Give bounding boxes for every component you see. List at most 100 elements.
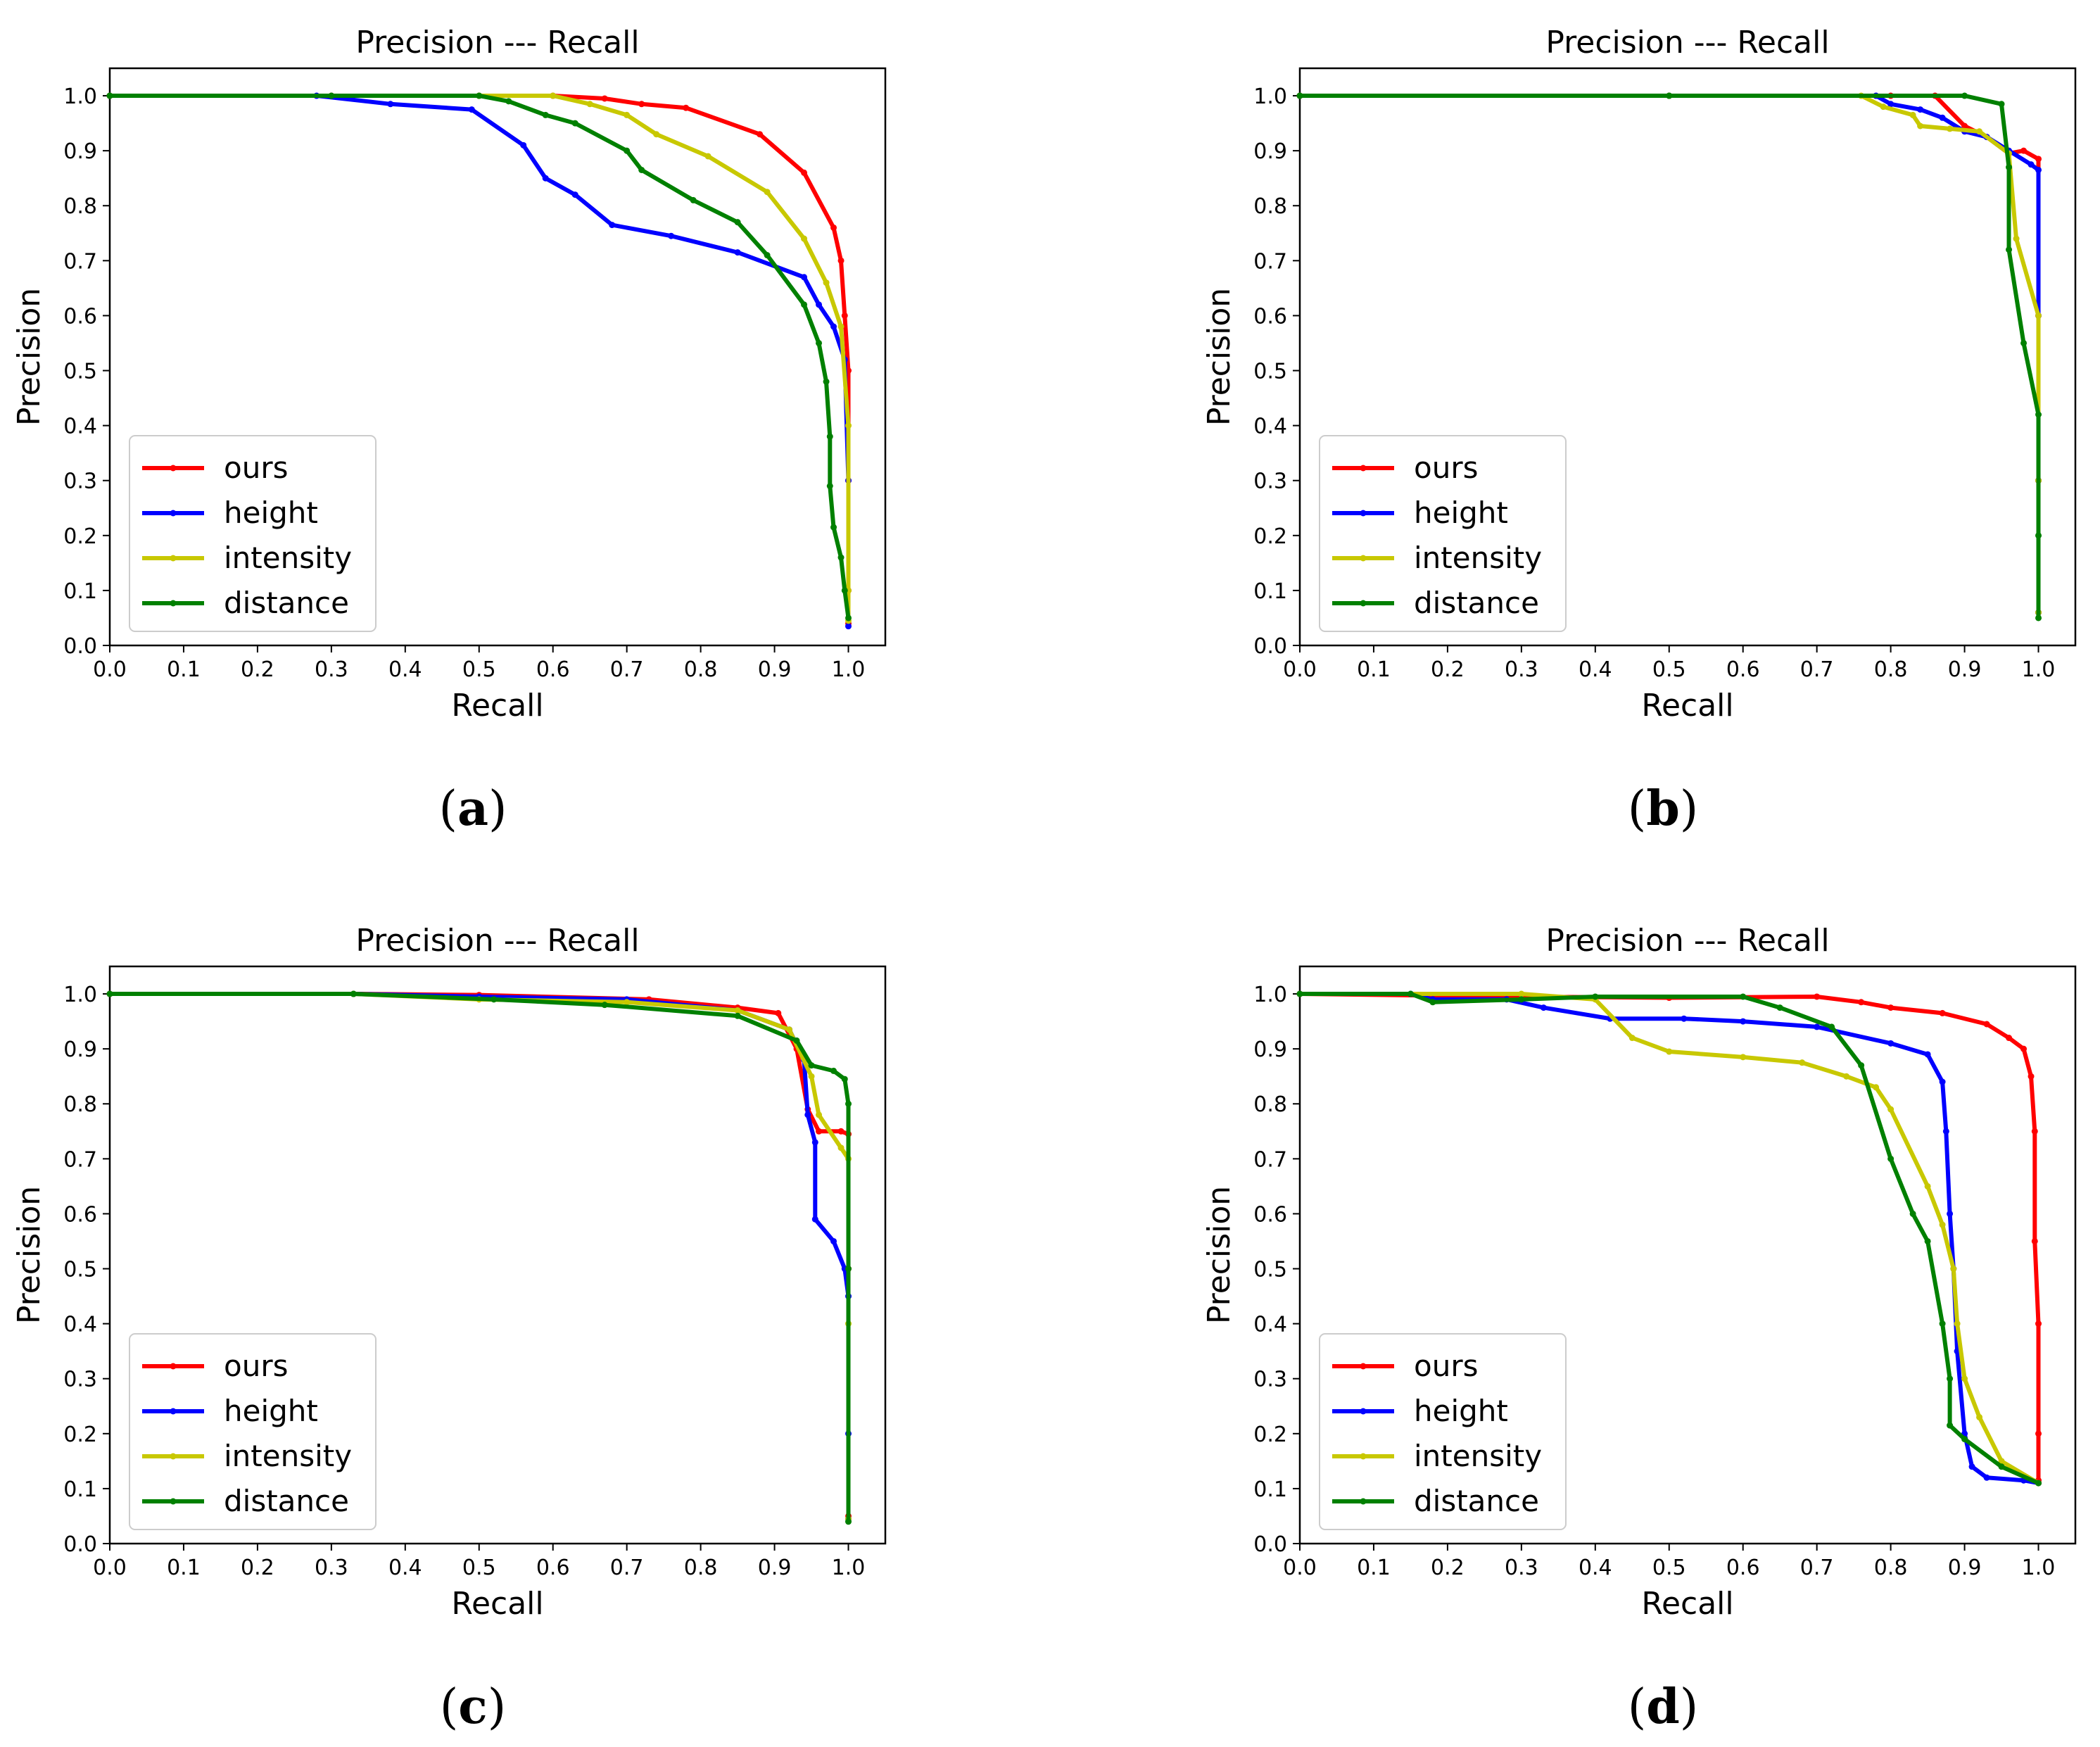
data-point xyxy=(2035,1320,2042,1327)
series-line-intensity xyxy=(108,94,851,623)
legend-marker xyxy=(1360,1498,1367,1505)
x-tick-label: 0.8 xyxy=(684,657,718,682)
data-point xyxy=(542,175,549,182)
data-point xyxy=(1939,114,1946,121)
x-tick-label: 0.4 xyxy=(1579,1556,1612,1580)
data-point xyxy=(571,120,578,127)
y-tick-label: 0.5 xyxy=(1253,360,1287,384)
data-point xyxy=(1880,103,1887,111)
y-tick-label: 0.0 xyxy=(1253,1532,1287,1557)
data-point xyxy=(786,1026,793,1033)
data-point xyxy=(823,279,830,286)
x-tick-label: 0.1 xyxy=(167,657,201,682)
data-point xyxy=(1909,1210,1916,1217)
legend-label: distance xyxy=(224,586,349,620)
y-tick-label: 0.7 xyxy=(1253,1147,1287,1172)
legend: ours height intensity distance xyxy=(129,435,377,632)
data-point xyxy=(837,257,845,264)
data-point xyxy=(1961,92,1968,99)
data-point xyxy=(624,147,631,154)
data-point xyxy=(1858,999,1865,1006)
data-point xyxy=(2035,1430,2042,1437)
series-line-distance xyxy=(108,94,851,620)
data-point xyxy=(350,990,357,997)
legend-marker xyxy=(1360,555,1367,562)
x-tick-label: 0.9 xyxy=(1948,657,1982,682)
data-point xyxy=(1947,1210,1954,1217)
y-tick-label: 0.9 xyxy=(63,1038,97,1062)
x-tick-label: 0.8 xyxy=(1874,657,1908,682)
data-point xyxy=(550,92,557,99)
x-tick-label: 0.6 xyxy=(536,657,570,682)
x-tick-label: 0.5 xyxy=(462,657,496,682)
chart-title: Precision --- Recall xyxy=(1545,25,1829,61)
data-point xyxy=(1939,1221,1946,1228)
y-tick-label: 0.2 xyxy=(63,1423,97,1447)
x-tick-label: 1.0 xyxy=(832,657,866,682)
data-point xyxy=(2035,532,2042,539)
x-tick-label: 0.8 xyxy=(684,1556,718,1580)
data-point xyxy=(683,104,690,111)
data-point xyxy=(2020,1045,2028,1052)
data-point xyxy=(845,623,852,630)
chart-panel: Precision --- Recall 0.0 0.1 0.2 0.3 0.4 0.5 0.… xyxy=(11,923,887,1735)
x-tick-label: 0.5 xyxy=(462,1556,496,1580)
data-point xyxy=(816,1128,823,1135)
y-tick-label: 0.1 xyxy=(63,579,97,604)
data-point xyxy=(1968,1463,1975,1470)
data-point xyxy=(830,224,837,231)
y-tick-label: 0.9 xyxy=(63,139,97,164)
legend-label: height xyxy=(1414,1394,1508,1428)
data-point xyxy=(1961,122,1968,130)
data-point xyxy=(468,106,475,113)
data-point xyxy=(1924,1051,1931,1058)
y-tick-label: 0.1 xyxy=(63,1477,97,1502)
y-tick-label: 0.7 xyxy=(1253,249,1287,274)
y-tick-label: 1.0 xyxy=(1253,84,1287,109)
data-point xyxy=(1592,993,1599,1000)
x-tick-label: 0.4 xyxy=(1579,657,1612,682)
y-tick-label: 0.2 xyxy=(1253,1423,1287,1447)
legend-label: intensity xyxy=(1414,541,1542,575)
chart-title: Precision --- Recall xyxy=(355,923,639,959)
y-tick-label: 0.8 xyxy=(63,1092,97,1117)
data-point xyxy=(2031,1237,2038,1244)
data-point xyxy=(1740,1054,1747,1061)
y-tick-label: 0.7 xyxy=(63,249,97,274)
y-tick-label: 0.8 xyxy=(1253,1092,1287,1117)
series-line-distance xyxy=(108,992,851,1524)
data-point xyxy=(668,232,675,239)
data-point xyxy=(801,169,808,176)
data-point xyxy=(1983,1021,1990,1028)
x-tick-label: 0.6 xyxy=(536,1556,570,1580)
data-point xyxy=(601,1002,608,1009)
data-point xyxy=(837,1144,845,1152)
data-point xyxy=(1887,1106,1895,1113)
series-line-distance xyxy=(1298,992,2041,1486)
data-point xyxy=(841,312,848,319)
x-tick-label: 0.0 xyxy=(1283,1556,1317,1580)
legend-label: ours xyxy=(1414,1349,1478,1383)
data-point xyxy=(2035,156,2042,163)
data-point xyxy=(1961,1436,1968,1443)
data-point xyxy=(1909,111,1916,118)
data-point xyxy=(653,131,660,138)
y-tick-label: 0.6 xyxy=(1253,304,1287,329)
legend-label: distance xyxy=(224,1484,349,1518)
legend-label: height xyxy=(1414,496,1508,530)
data-point xyxy=(1518,996,1525,1003)
legend-label: height xyxy=(224,1394,318,1428)
data-point xyxy=(1983,1474,1990,1481)
x-tick-label: 0.2 xyxy=(241,1556,274,1580)
panel-label: (b) xyxy=(1628,781,1699,837)
data-point xyxy=(476,92,483,99)
x-tick-label: 0.9 xyxy=(1948,1556,1982,1580)
y-tick-label: 0.4 xyxy=(63,415,97,439)
y-tick-label: 0.0 xyxy=(1253,634,1287,659)
data-point xyxy=(1887,1040,1895,1047)
data-point xyxy=(328,92,335,99)
data-point xyxy=(624,111,631,118)
data-point xyxy=(1924,1182,1931,1190)
legend-box xyxy=(129,1333,377,1530)
data-point xyxy=(1939,1320,1946,1327)
